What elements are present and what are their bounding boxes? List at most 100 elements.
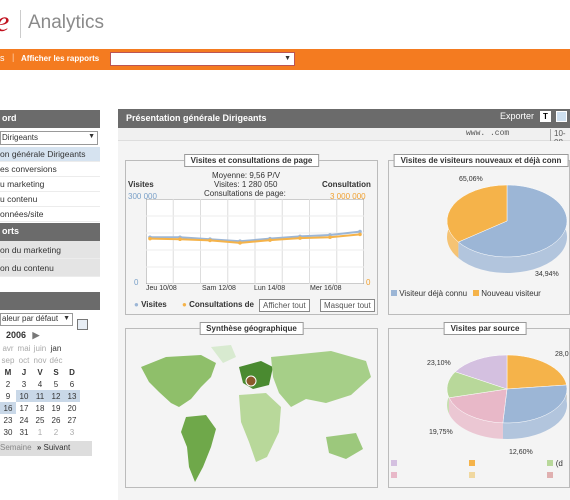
legend-row: [391, 471, 570, 480]
day-cell[interactable]: 10: [16, 390, 32, 402]
month-cell[interactable]: juin: [33, 343, 47, 353]
show-all-button[interactable]: Afficher tout: [259, 299, 310, 312]
month-cell[interactable]: nov: [33, 355, 47, 365]
brand-logo: e: [0, 5, 9, 39]
legend-pageviews[interactable]: ● Consultations de: [182, 300, 254, 309]
panel-geo: Synthèse géographique: [125, 322, 378, 488]
data-point: [358, 229, 362, 234]
legend-swatch-icon[interactable]: [547, 472, 554, 478]
site-url: www. .com: [466, 129, 510, 138]
right-axis-max: 3 000 000: [330, 192, 366, 201]
hide-all-button[interactable]: Masquer tout: [320, 299, 375, 312]
export-text-icon[interactable]: T: [540, 111, 551, 122]
legend-swatch-icon[interactable]: [469, 472, 476, 478]
legend-swatch-icon: [473, 290, 479, 296]
page-title: Présentation générale Dirigeants: [126, 113, 267, 123]
pie-chart-sources: [446, 354, 568, 439]
dashboard-select[interactable]: Dirigeants ▼: [0, 131, 98, 145]
day-cell[interactable]: 1: [37, 427, 43, 437]
year-label: 2006: [6, 330, 27, 340]
chevron-down-icon: ▼: [88, 133, 95, 140]
weekday-label: J: [21, 367, 27, 377]
weekday-label: D: [69, 367, 75, 377]
reports-select[interactable]: ▼: [110, 52, 295, 66]
legend-swatch-icon[interactable]: [469, 460, 476, 466]
day-cell[interactable]: 25: [35, 415, 45, 425]
sidebar-item-content[interactable]: u contenu: [0, 192, 100, 207]
next-week-link[interactable]: Suivant: [43, 443, 71, 452]
legend-new[interactable]: Nouveau visiteur: [473, 289, 541, 298]
world-map[interactable]: [131, 337, 374, 487]
sidebar-item-site-data[interactable]: onnées/site: [0, 207, 100, 222]
sidebar-section-dashboard: ord: [0, 110, 100, 128]
legend-swatch-icon[interactable]: [391, 472, 397, 478]
legend-swatch-icon: [391, 290, 397, 296]
sidebar-item-marketing[interactable]: u marketing: [0, 177, 100, 192]
month-cell[interactable]: oct: [18, 355, 30, 365]
data-point: [238, 241, 242, 245]
legend-label: (d: [555, 459, 563, 468]
day-cell[interactable]: 20: [67, 403, 77, 413]
day-cell[interactable]: 2: [5, 379, 11, 389]
pie-label: 65,06%: [459, 176, 483, 183]
day-cell[interactable]: 12: [48, 390, 64, 402]
day-cell[interactable]: 5: [53, 379, 59, 389]
sidebar-item-conversions[interactable]: es conversions: [0, 162, 100, 177]
day-cell[interactable]: 9: [5, 391, 11, 401]
pie-slice: [506, 354, 567, 390]
reports-label: Afficher les rapports: [21, 54, 100, 63]
day-cell[interactable]: 19: [51, 403, 61, 413]
legend-dot-icon: ●: [182, 300, 187, 309]
sidebar-item-overview[interactable]: on générale Dirigeants: [0, 147, 100, 162]
data-point: [298, 236, 302, 240]
x-label: Lun 14/08: [254, 285, 286, 292]
legend-returning[interactable]: Visiteur déjà connu: [391, 289, 467, 298]
legend-swatch-icon[interactable]: [391, 460, 397, 466]
day-cell[interactable]: 13: [64, 390, 80, 402]
sidebar-item-content-report[interactable]: on du contenu: [0, 259, 100, 277]
sidebar-item-marketing-report[interactable]: on du marketing: [0, 241, 100, 259]
day-cell[interactable]: 16: [0, 402, 16, 414]
day-cell[interactable]: 11: [32, 390, 48, 402]
day-cell[interactable]: 31: [19, 427, 29, 437]
month-cell[interactable]: sep: [1, 355, 15, 365]
day-cell[interactable]: 3: [21, 379, 27, 389]
day-cell[interactable]: 3: [69, 427, 75, 437]
day-cell[interactable]: 23: [3, 415, 13, 425]
tab-partial[interactable]: s: [0, 53, 5, 63]
day-cell[interactable]: 4: [37, 379, 43, 389]
calendar-icon[interactable]: [77, 319, 88, 330]
prev-week-link[interactable]: Semaine: [0, 443, 32, 452]
pie-label: 12,60%: [509, 449, 533, 456]
day-cell[interactable]: 18: [35, 403, 45, 413]
day-cell[interactable]: 30: [3, 427, 13, 437]
day-cell[interactable]: 27: [67, 415, 77, 425]
day-cell[interactable]: 17: [19, 403, 29, 413]
panel-title: Visites de visiteurs nouveaux et déjà co…: [393, 154, 569, 167]
day-cell[interactable]: 2: [53, 427, 59, 437]
data-point: [208, 238, 212, 243]
legend-label: Nouveau visiteur: [481, 289, 541, 298]
legend-swatch-icon[interactable]: [547, 460, 554, 466]
month-cell[interactable]: avr: [2, 343, 14, 353]
day-cell[interactable]: 6: [69, 379, 75, 389]
panel-title: Visites par source: [443, 322, 527, 335]
year-next-icon[interactable]: ▶: [32, 330, 40, 340]
legend-label: Visiteur déjà connu: [399, 289, 468, 298]
month-cell[interactable]: mai: [17, 343, 31, 353]
legend-visits[interactable]: ● Visites: [134, 300, 167, 309]
value-select[interactable]: aleur par défaut ▼: [0, 313, 73, 326]
day-cell[interactable]: 24: [19, 415, 29, 425]
day-cell[interactable]: 26: [51, 415, 61, 425]
pie-slice: [502, 384, 568, 424]
export-label[interactable]: Exporter: [500, 111, 535, 121]
export-chart-icon[interactable]: [556, 111, 567, 122]
pie-label: 19,75%: [429, 429, 453, 436]
left-axis-max: 300 000: [128, 192, 157, 201]
left-axis-label: Visites: [128, 180, 154, 189]
month-cell[interactable]: jan: [50, 343, 62, 353]
calendar-nav: Semaine » Suivant: [0, 441, 92, 456]
data-point: [328, 235, 332, 240]
month-cell[interactable]: déc: [49, 355, 63, 365]
